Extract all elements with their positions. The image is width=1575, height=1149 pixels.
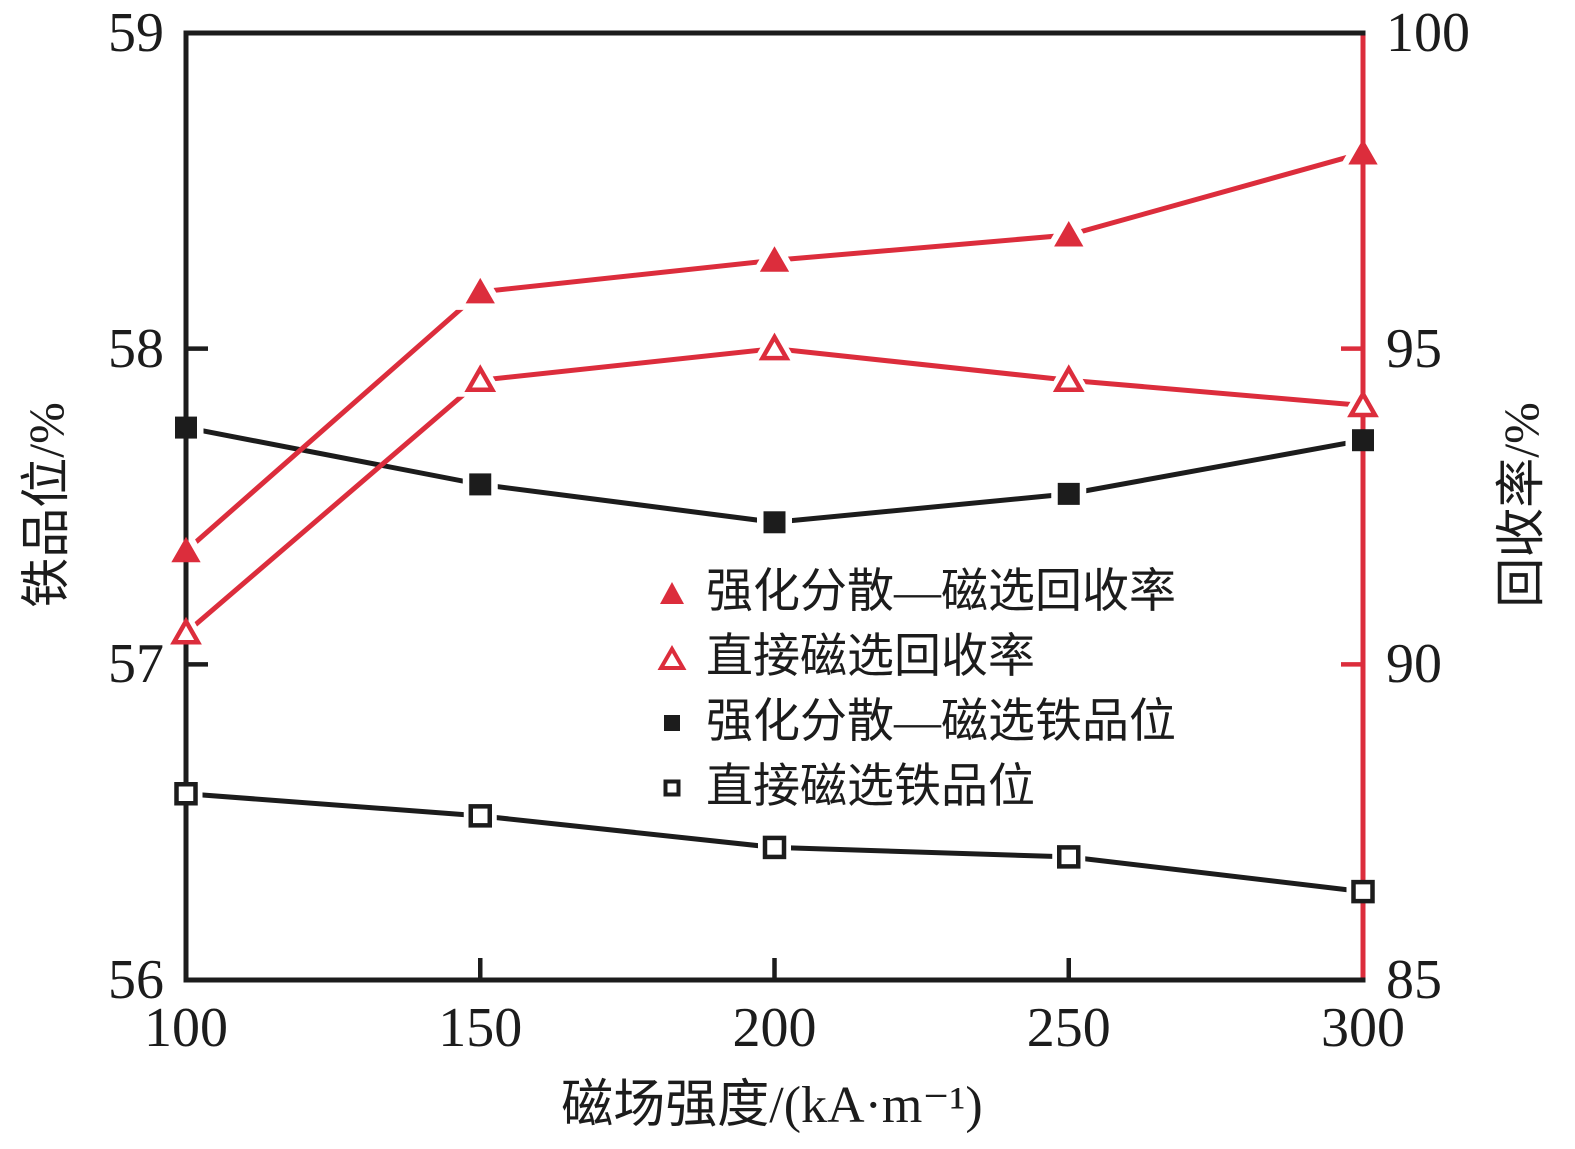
series-marker-3 (762, 835, 787, 860)
legend-item-enhanced-grade: 强化分散—磁选铁品位 (646, 690, 1176, 755)
x-axis-tick-label-200: 200 (732, 997, 817, 1059)
left-axis-title: 铁品位/% (18, 402, 74, 608)
series-marker-0 (759, 246, 790, 272)
series-marker-3 (468, 804, 492, 828)
x-axis-tick-label-300: 300 (1321, 997, 1405, 1059)
series-marker-3 (174, 782, 198, 806)
series-marker-1 (1052, 364, 1085, 392)
series-marker-1 (170, 616, 202, 645)
series-marker-0 (465, 277, 495, 304)
series-marker-1 (1347, 389, 1379, 418)
x-axis-tick-label-150: 150 (438, 997, 523, 1059)
legend-label: 直接磁选铁品位 (706, 760, 1035, 813)
open-triangle-icon (657, 644, 687, 670)
series-marker-3 (1057, 845, 1081, 869)
filled-square-icon (664, 714, 680, 731)
series-marker-2 (175, 416, 197, 439)
left-axis-tick-label-57: 57 (108, 633, 164, 696)
legend-label: 直接磁选回收率 (706, 630, 1035, 683)
legend-item-enhanced-recovery: 强化分散—磁选回收率 (646, 560, 1176, 625)
right-axis-tick-label-100: 100 (1386, 2, 1470, 64)
x-axis-title: 磁场强度/(kA·m⁻¹) (561, 1077, 983, 1134)
legend-label: 强化分散—磁选铁品位 (706, 695, 1176, 748)
series-marker-0 (171, 536, 201, 563)
x-axis-tick-label-250: 250 (1026, 997, 1111, 1059)
x-axis-tick-label-100: 100 (144, 997, 228, 1059)
left-axis-tick-label-56: 56 (108, 949, 164, 1011)
right-axis-title: 回收率/% (1493, 402, 1549, 608)
left-axis-tick-label-59: 59 (108, 2, 164, 64)
filled-triangle-icon (660, 581, 684, 604)
legend-item-direct-grade: 直接磁选铁品位 (646, 755, 1176, 820)
series-marker-2 (1057, 482, 1080, 505)
legend: 强化分散—磁选回收率 直接磁选回收率 强化分散—磁选铁品位 直接磁选铁品位 (646, 560, 1176, 820)
series-marker-2 (763, 511, 786, 534)
left-axis-tick-label-58: 58 (108, 317, 164, 380)
series-marker-2 (1352, 429, 1374, 452)
series-marker-2 (469, 473, 492, 496)
right-axis-tick-label-85: 85 (1386, 949, 1442, 1011)
series-marker-1 (758, 332, 791, 361)
open-square-icon (663, 779, 681, 796)
right-axis-tick-label-95: 95 (1386, 317, 1442, 380)
series-marker-0 (1054, 221, 1084, 247)
series-marker-3 (1351, 879, 1375, 904)
right-axis-tick-label-90: 90 (1386, 633, 1442, 696)
series-marker-0 (1348, 138, 1378, 165)
legend-item-direct-recovery: 直接磁选回收率 (646, 625, 1176, 690)
series-marker-1 (464, 364, 497, 392)
legend-label: 强化分散—磁选回收率 (706, 565, 1176, 618)
